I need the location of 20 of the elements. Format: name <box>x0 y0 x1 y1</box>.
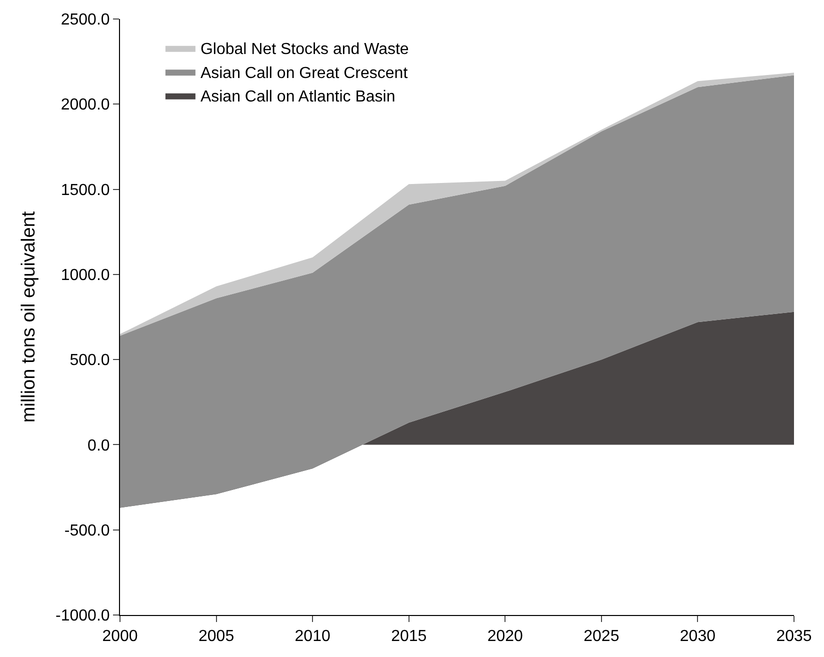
y-tick-label: 0.0 <box>88 437 110 454</box>
legend-label: Asian Call on Atlantic Basin <box>200 88 396 106</box>
x-tick-label: 2005 <box>198 628 234 646</box>
y-axis-title: million tons oil equivalent <box>18 210 40 423</box>
x-tick-label: 2015 <box>391 628 427 646</box>
y-tick-label: -500.0 <box>64 522 110 540</box>
y-tick-label: -1000.0 <box>56 608 110 625</box>
y-tick-label: 2000.0 <box>60 96 110 114</box>
y-tick-label: 1000.0 <box>60 267 110 284</box>
y-tick-label: 2500.0 <box>60 12 110 29</box>
x-tick-label: 2035 <box>776 628 812 646</box>
x-tick-label: 2020 <box>487 628 524 646</box>
x-tick-label: 2030 <box>680 628 716 646</box>
legend-label: Asian Call on Great Crescent <box>200 64 408 82</box>
y-tick-label: 1500.0 <box>60 182 110 199</box>
y-tick-label: 500.0 <box>70 352 110 370</box>
legend-label: Global Net Stocks and Waste <box>200 41 409 58</box>
x-tick-label: 2000 <box>102 628 138 646</box>
x-tick-label: 2025 <box>584 628 620 646</box>
x-tick-label: 2010 <box>294 628 330 646</box>
